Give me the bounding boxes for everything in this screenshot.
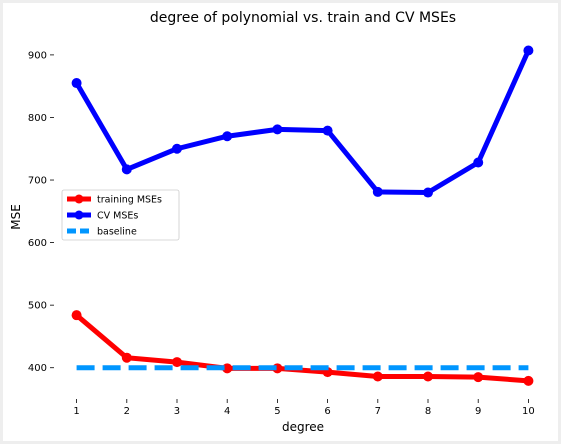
y-axis-label: MSE — [9, 204, 23, 230]
data-point — [322, 125, 333, 136]
y-tick-label: 700 — [28, 176, 47, 187]
data-point — [523, 45, 534, 56]
x-tick-label: 2 — [124, 406, 130, 417]
x-tick-label: 5 — [274, 406, 280, 417]
data-point — [171, 143, 182, 154]
data-point — [423, 371, 434, 382]
data-point — [121, 164, 132, 175]
data-point — [121, 352, 132, 363]
legend-entry: baseline — [97, 227, 137, 238]
data-point — [423, 187, 434, 198]
data-point — [272, 124, 283, 135]
plot-area: 400 500 600 700 800 900 1 2 3 4 5 6 7 8 9 10 training MS… — [28, 45, 535, 417]
y-tick-label: 500 — [28, 301, 47, 312]
legend-box — [61, 189, 180, 241]
x-axis-label: degree — [282, 420, 324, 434]
x-tick-label: 9 — [475, 406, 481, 417]
legend-entry: CV MSEs — [97, 211, 138, 222]
data-point — [222, 131, 233, 142]
data-point — [473, 372, 484, 383]
data-point — [372, 371, 383, 382]
data-point — [71, 78, 82, 89]
data-point — [473, 157, 484, 168]
x-tick-label: 10 — [522, 406, 535, 417]
data-point — [222, 363, 233, 374]
legend-marker — [74, 194, 84, 204]
data-point — [71, 310, 82, 321]
legend-entry: training MSEs — [97, 195, 162, 206]
x-tick-label: 7 — [375, 406, 381, 417]
legend-marker — [74, 210, 84, 220]
data-point — [523, 375, 534, 386]
y-tick-label: 900 — [28, 50, 47, 61]
x-tick-label: 6 — [324, 406, 330, 417]
x-tick-label: 8 — [425, 406, 431, 417]
y-tick-label: 400 — [28, 363, 47, 374]
series-line-cv-mses — [74, 48, 531, 196]
data-point — [171, 357, 182, 368]
data-point — [372, 186, 383, 197]
x-tick-label: 4 — [224, 406, 230, 417]
y-tick-label: 600 — [28, 238, 47, 249]
chart-title: degree of polynomial vs. train and CV MS… — [150, 10, 456, 26]
x-tick-label: 3 — [174, 406, 180, 417]
x-tick-label: 1 — [73, 406, 79, 417]
y-tick-label: 800 — [28, 113, 47, 124]
